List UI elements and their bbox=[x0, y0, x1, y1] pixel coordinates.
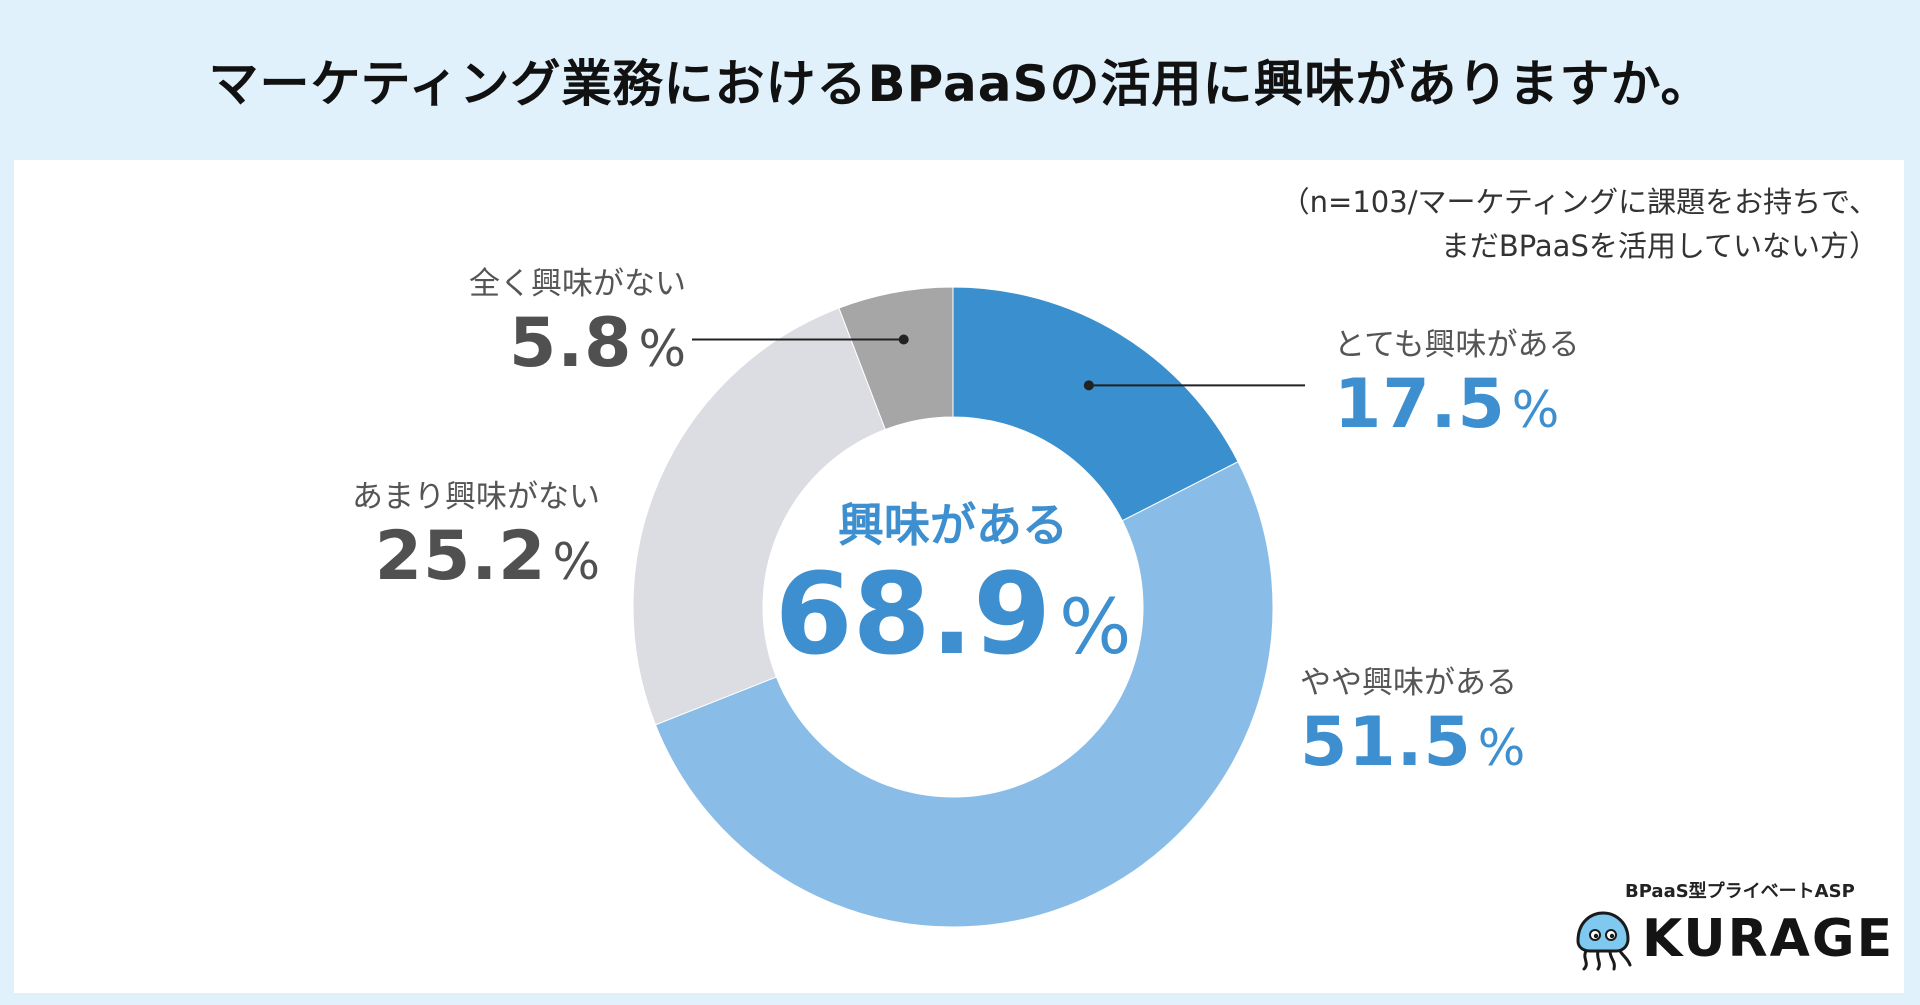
sample-note-line1: （n=103/マーケティングに課題をお持ちで、 bbox=[1280, 185, 1878, 219]
sample-note-line2: まだBPaaSを活用していない方） bbox=[1440, 229, 1878, 263]
center-value-unit: % bbox=[1059, 582, 1132, 671]
logo-tagline: BPaaS型プライベートASP bbox=[1625, 881, 1855, 902]
slice-value-number: 25.2 bbox=[374, 517, 547, 596]
slice-not-very-interested bbox=[632, 307, 886, 726]
slice-somewhat-interested bbox=[654, 461, 1274, 928]
center-value: 68.9% bbox=[753, 555, 1153, 708]
slice-name: 全く興味がない bbox=[469, 266, 686, 302]
slice-value-number: 51.5 bbox=[1300, 703, 1472, 782]
slice-name: とても興味がある bbox=[1334, 327, 1580, 363]
slice-not-interested-at-all bbox=[838, 286, 954, 431]
slice-label-not-interested-at-all: 全く興味がない 5.8% bbox=[469, 264, 686, 401]
slice-very-interested-leader-dot bbox=[1083, 380, 1094, 391]
slice-value-unit: % bbox=[1477, 719, 1526, 777]
slice-value: 5.8% bbox=[469, 304, 686, 401]
slice-not-interested-at-all-leader-dot bbox=[898, 334, 909, 345]
donut-center-summary: 興味がある 68.9% bbox=[753, 495, 1153, 708]
jellyfish-mascot-icon bbox=[1576, 911, 1632, 971]
brand-logo: BPaaS型プライベートASP KURAGE bbox=[1570, 877, 1892, 977]
slice-value-number: 17.5 bbox=[1334, 365, 1506, 444]
slice-value: 51.5% bbox=[1300, 703, 1525, 800]
center-value-number: 68.9 bbox=[774, 550, 1052, 680]
sample-note: （n=103/マーケティングに課題をお持ちで、 まだBPaaSを活用していない方… bbox=[1281, 180, 1878, 268]
slice-name: あまり興味がない bbox=[352, 479, 600, 515]
logo-wordmark: KURAGE bbox=[1642, 909, 1895, 969]
slice-value: 25.2% bbox=[352, 517, 600, 614]
slice-very-interested bbox=[952, 286, 1239, 522]
slice-name: やや興味がある bbox=[1300, 665, 1517, 701]
chart-title: マーケティング業務におけるBPaaSの活用に興味がありますか。 bbox=[208, 55, 1712, 113]
slice-label-not-very-interested: あまり興味がない 25.2% bbox=[352, 477, 600, 614]
slice-value-unit: % bbox=[638, 320, 686, 378]
slice-label-somewhat-interested: やや興味がある 51.5% bbox=[1300, 663, 1525, 800]
slice-value-unit: % bbox=[552, 533, 600, 591]
slice-value-unit: % bbox=[1511, 381, 1560, 439]
header: マーケティング業務におけるBPaaSの活用に興味がありますか。 bbox=[0, 0, 1920, 160]
slice-value-number: 5.8 bbox=[509, 304, 633, 383]
slice-value: 17.5% bbox=[1334, 365, 1580, 462]
slice-label-very-interested: とても興味がある 17.5% bbox=[1334, 325, 1580, 462]
center-label: 興味がある bbox=[838, 498, 1068, 552]
